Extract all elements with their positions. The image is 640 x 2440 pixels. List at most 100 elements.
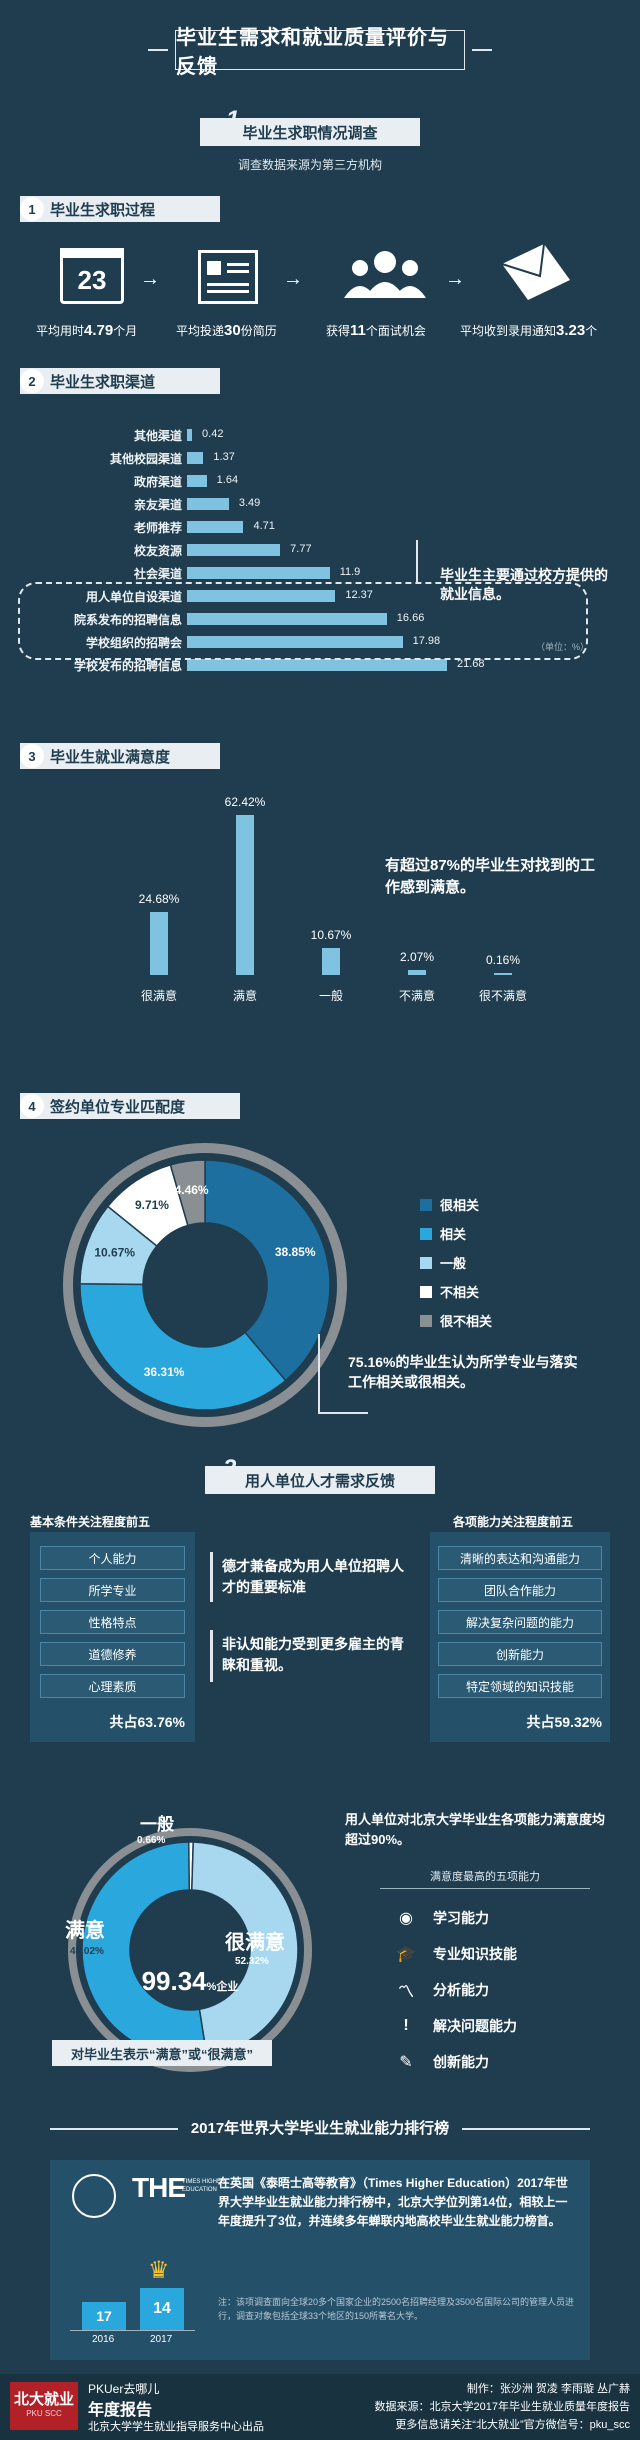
channel-value: 1.64 — [216, 474, 239, 486]
legend-swatch — [420, 1314, 432, 1327]
year-2016: 2016 — [92, 2334, 115, 2345]
match-header: 签约单位专业匹配度 — [20, 1093, 240, 1119]
footer-credits: 制作：张沙洲 贺凌 李雨璇 丛广赫 — [466, 2383, 630, 2395]
rank-item: 所学专业 — [40, 1578, 185, 1602]
top5-list: ◉ 学习能力 🎓 专业知识技能〽 分析能力! 解决问题能力 ✎ 创新能力 — [395, 1900, 615, 2080]
learning-icon: ◉ — [399, 1910, 413, 1927]
match-num: 4 — [20, 1094, 44, 1118]
channel-bar — [187, 613, 387, 625]
channels-num: 2 — [20, 369, 44, 393]
section-note: 调查数据来源为第三方机构 — [237, 158, 382, 172]
resume-icon — [198, 250, 258, 304]
rank-item: 清晰的表达和沟通能力 — [438, 1546, 602, 1570]
year-2017: 2017 — [150, 2334, 173, 2345]
top-ability: ◉ 学习能力 — [395, 1900, 615, 1936]
match-slice-label: 10.67% — [94, 1246, 135, 1260]
top-ability-label: 创新能力 — [433, 2054, 489, 2070]
rank-bar-2016: 17 — [82, 2302, 126, 2330]
rank-axis — [70, 2330, 195, 2331]
channel-bar — [187, 636, 403, 648]
channel-label: 老师推荐 — [133, 521, 182, 535]
channel-label: 学校组织的招聘会 — [85, 636, 182, 650]
satisfaction-bar — [322, 947, 340, 975]
channel-bar — [187, 567, 330, 579]
satisfaction-bar — [150, 911, 168, 975]
seg-name-neutral: 一般 — [140, 1815, 174, 1834]
graduation-cap-icon: 🎓 — [396, 1946, 416, 1963]
footer-brand: PKUer去哪儿 — [88, 2382, 160, 2396]
legend-item: 很相关 — [420, 1195, 580, 1214]
satisfaction-category: 满意 — [232, 989, 257, 1003]
channel-label: 其他校园渠道 — [109, 452, 182, 466]
seg-val-satisfied: 47.02% — [70, 1946, 104, 1957]
top-ability-label: 专业知识技能 — [433, 1946, 517, 1962]
channel-bar — [187, 429, 193, 441]
footer — [0, 2374, 640, 2440]
legend-swatch — [420, 1285, 432, 1298]
unit-label: （单位：%） — [536, 642, 590, 652]
legend-item: 一般 — [420, 1253, 580, 1272]
top-ability: 🎓 专业知识技能 — [395, 1936, 615, 1972]
channels-header: 毕业生求职渠道 — [20, 368, 220, 394]
channel-label: 亲友渠道 — [133, 498, 182, 512]
outer-ring — [63, 1143, 347, 1427]
match-slice-label: 9.71% — [135, 1198, 169, 1212]
channel-label: 其他渠道 — [133, 429, 182, 443]
top-ability: ! 解决问题能力 — [395, 2008, 615, 2044]
match-slice — [204, 1159, 331, 1382]
match-slice-label: 4.46% — [175, 1183, 209, 1197]
satisfaction-value: 10.67% — [310, 927, 352, 942]
satisfaction-category: 很满意 — [140, 989, 177, 1003]
employer-caption: 对毕业生表示“满意”或“很满意” — [52, 2040, 272, 2066]
match-slice — [169, 1159, 206, 1227]
arrow-right-icon: → — [283, 268, 303, 290]
satisfaction-category: 很不满意 — [478, 989, 527, 1003]
ranking-text: 在英国《泰晤士高等教育》（Times Higher Education）2017… — [218, 2176, 568, 2228]
top-ability-label: 学习能力 — [433, 1910, 489, 1926]
channel-value: 3.49 — [238, 497, 261, 509]
stat-duration: 平均用时4.79个月 — [36, 322, 138, 339]
ability-total: 共占59.32% — [526, 1714, 602, 1730]
channel-label: 社会渠道 — [133, 567, 182, 581]
process-num: 1 — [20, 197, 44, 221]
top-ability-label: 解决问题能力 — [433, 2018, 517, 2034]
employer-center: 99.34%企业 — [141, 1966, 239, 1996]
channel-label: 学校发布的招聘信息 — [73, 659, 182, 673]
stat-offers: 平均收到录用通知3.23个 — [460, 322, 598, 339]
stat-resumes: 平均投递30份简历 — [176, 322, 277, 339]
satisfaction-value: 0.16% — [485, 953, 521, 967]
rank-bar-2017: 14 — [140, 2288, 184, 2330]
satisfaction-bar — [408, 969, 426, 975]
channel-bar — [187, 544, 281, 556]
top5-title: 满意度最高的五项能力 — [380, 1868, 590, 1889]
envelope-icon — [494, 240, 574, 304]
top-ability-label: 分析能力 — [433, 1982, 489, 1998]
channel-bar — [187, 498, 229, 510]
satisfaction-chart: 24.68% 很满意 62.42% 满意 10.67% 一般 2.07% 不满意 0.16% 很不… — [120, 795, 527, 1060]
match-slice-label: 36.31% — [144, 1365, 185, 1379]
legend-swatch — [420, 1227, 432, 1240]
ranking-note: 注：该项调查面向全球20多个国家企业的2500名招聘经理及3500名国际公司的管… — [218, 2297, 575, 2321]
legend-item: 相关 — [420, 1224, 580, 1243]
ability-list: 清晰的表达和沟通能力 团队合作能力 解决复杂问题的能力 创新能力 特定领域的知识技能 — [438, 1546, 602, 1706]
channel-value: 0.42 — [202, 428, 224, 440]
footer-logo: 北大就业 PKU SCC — [10, 2382, 78, 2430]
rank-item: 创新能力 — [438, 1642, 602, 1666]
satisfaction-value: 62.42% — [224, 795, 266, 809]
donut-hole — [132, 1892, 248, 2008]
seg-name-very: 很满意 — [225, 1932, 285, 1954]
channels-callout: 毕业生主要通过校方提供的就业信息。 — [440, 567, 608, 602]
satisfaction-category: 一般 — [318, 989, 343, 1003]
channel-bar — [187, 475, 207, 487]
basic-list: 个人能力 所学专业 性格特点 道德修养 心理素质 — [40, 1546, 185, 1706]
seg-name-satisfied: 满意 — [65, 1920, 105, 1942]
the-logo: THE — [132, 2172, 186, 2203]
match-donut: 38.85% 36.31% 10.67% 9.71% 4.46% — [63, 1143, 347, 1427]
mid-note-b: 非认知能力受到更多雇主的青睐和重视。 — [222, 1636, 404, 1673]
channel-bar — [187, 659, 447, 671]
match-slice-label: 38.85% — [275, 1245, 316, 1259]
channel-value: 1.37 — [213, 451, 235, 463]
channel-bar — [187, 452, 204, 464]
legend-label: 很不相关 — [440, 1314, 493, 1329]
satisfaction-value: 24.68% — [138, 891, 180, 906]
